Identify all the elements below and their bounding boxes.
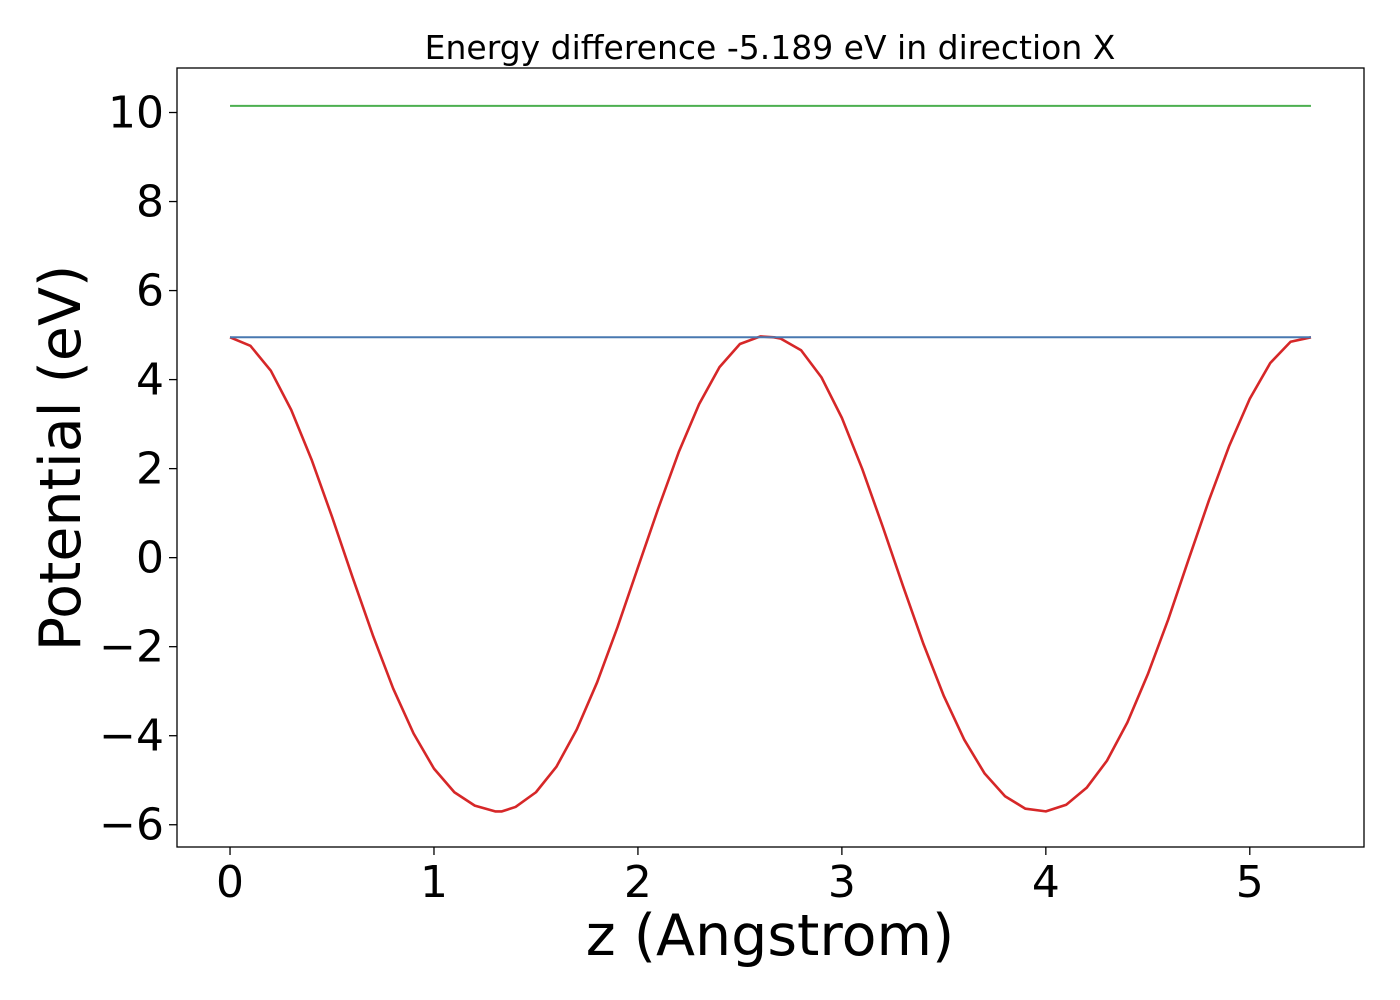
y-tick-label: −2 xyxy=(99,622,164,673)
y-tick-label: −4 xyxy=(99,711,164,762)
y-tick-label: 8 xyxy=(136,177,164,228)
y-tick-label: 10 xyxy=(108,88,164,139)
x-tick-label: 4 xyxy=(1032,857,1060,908)
y-axis: −6 −4 −2 0 2 4 6 8 10 xyxy=(99,88,177,851)
chart-title: Energy difference -5.189 eV in direction… xyxy=(425,28,1116,67)
y-tick-label: 2 xyxy=(136,444,164,495)
series-line-0 xyxy=(229,335,1312,813)
x-tick-label: 1 xyxy=(420,857,448,908)
x-axis-label: z (Angstrom) xyxy=(586,903,954,969)
y-tick-label: 4 xyxy=(136,355,164,406)
x-tick-label: 0 xyxy=(216,857,244,908)
y-tick-label: 0 xyxy=(136,533,164,584)
y-tick-label: −6 xyxy=(99,800,164,851)
y-tick-label: 6 xyxy=(136,266,164,317)
x-tick-label: 3 xyxy=(828,857,856,908)
x-axis: 0 1 2 3 4 5 xyxy=(216,847,1264,908)
y-axis-label: Potential (eV) xyxy=(28,265,94,651)
plot-area xyxy=(229,104,1312,813)
x-tick-label: 5 xyxy=(1236,857,1264,908)
x-tick-label: 2 xyxy=(624,857,652,908)
axes-frame xyxy=(176,67,1365,848)
